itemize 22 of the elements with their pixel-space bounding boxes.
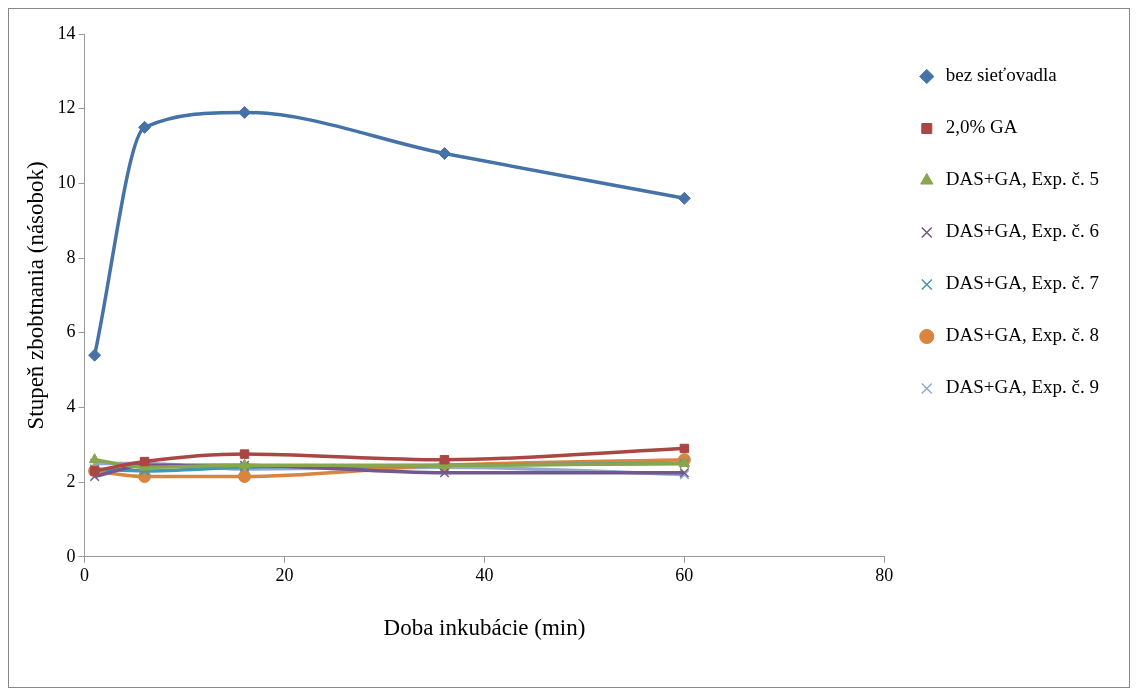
y-tick-label: 4 [66, 396, 76, 417]
x-tick-label: 80 [875, 565, 894, 586]
x-tick-label: 40 [475, 565, 494, 586]
legend-label: DAS+GA, Exp. č. 8 [945, 324, 1100, 346]
legend-label: 2,0% GA [945, 116, 1018, 138]
legend-label: DAS+GA, Exp. č. 5 [945, 168, 1100, 190]
y-tick-label: 10 [57, 172, 76, 193]
x-tick-label: 60 [675, 565, 694, 586]
x-axis-title: Doba inkubácie (min) [383, 615, 586, 641]
legend-label: DAS+GA, Exp. č. 7 [945, 272, 1100, 294]
x-tick-label: 20 [275, 565, 294, 586]
y-tick-label: 2 [66, 470, 76, 491]
y-tick-label: 14 [57, 22, 76, 43]
y-tick-label: 12 [57, 97, 76, 118]
legend-label: bez sieťovadla [945, 64, 1058, 86]
x-tick-label: 0 [80, 565, 90, 586]
y-tick-label: 6 [66, 321, 76, 342]
legend-label: DAS+GA, Exp. č. 6 [945, 220, 1100, 242]
y-axis-title: Stupeň zbobtnania (násobok) [22, 161, 48, 430]
legend-label: DAS+GA, Exp. č. 9 [945, 376, 1100, 398]
y-tick-label: 0 [66, 545, 76, 566]
y-tick-label: 8 [66, 246, 76, 267]
